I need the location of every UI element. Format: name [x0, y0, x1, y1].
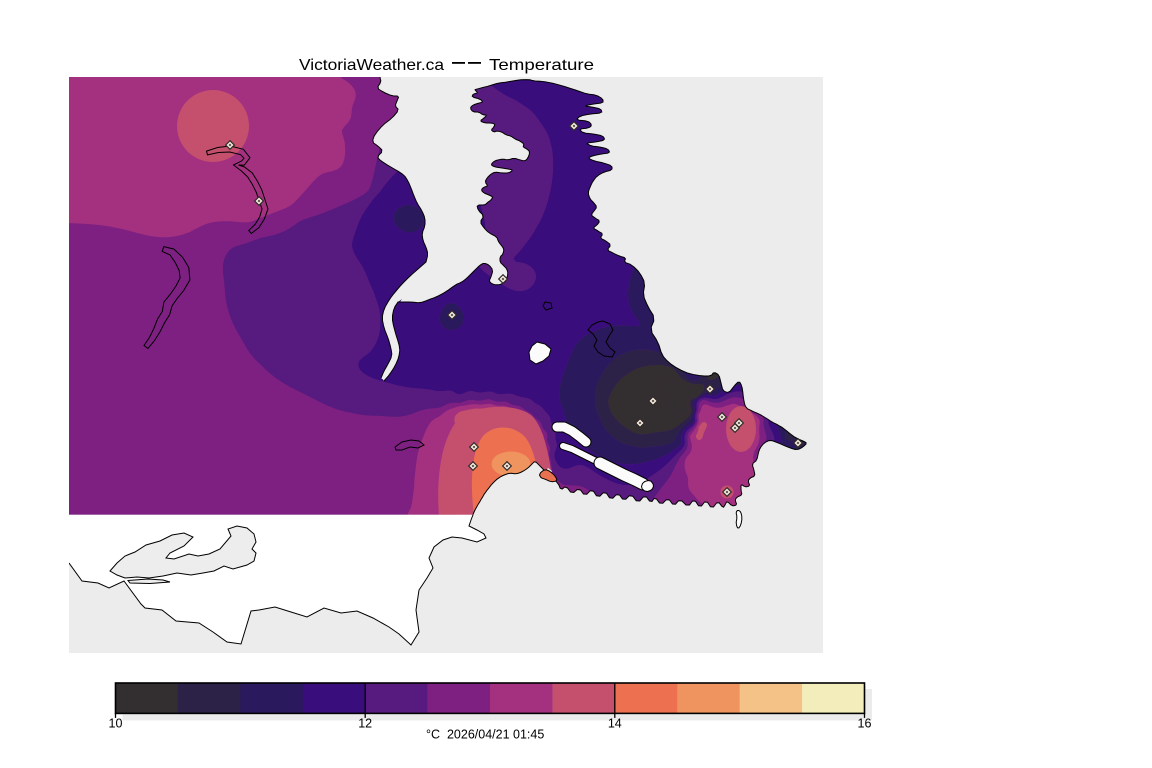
svg-text:10: 10: [109, 717, 123, 731]
svg-text:VictoriaWeather.ca: VictoriaWeather.ca: [299, 57, 444, 74]
svg-text:°C 2026/04/21 01:45: °C 2026/04/21 01:45: [426, 728, 544, 742]
svg-text:Temperature: Temperature: [489, 57, 594, 74]
svg-text:12: 12: [358, 717, 372, 731]
svg-text:16: 16: [858, 717, 872, 731]
svg-text:14: 14: [608, 717, 622, 731]
